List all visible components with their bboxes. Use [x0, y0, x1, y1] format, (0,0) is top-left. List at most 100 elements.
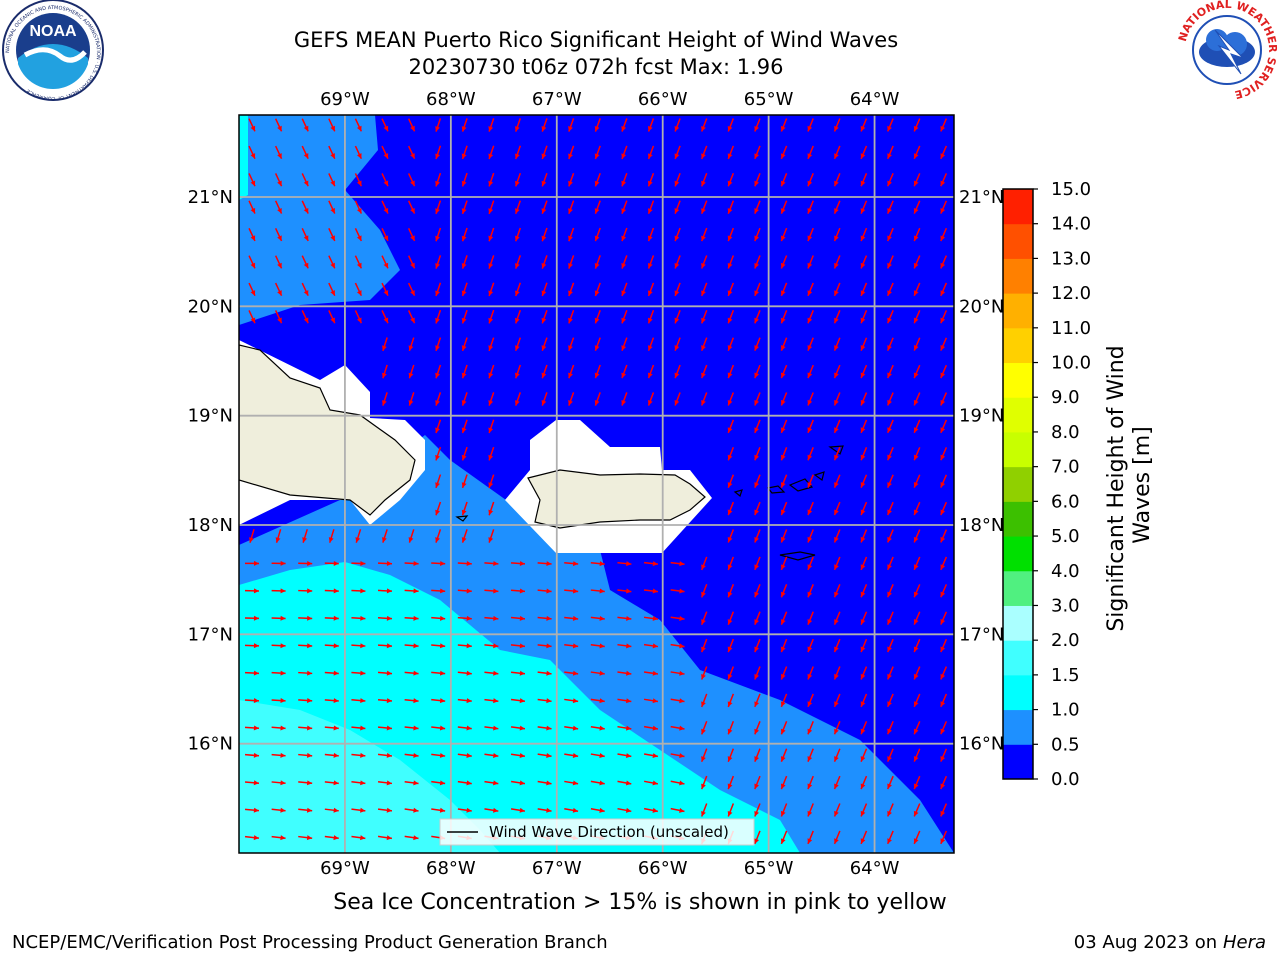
wave-direction-arrow: [408, 337, 415, 352]
wave-direction-arrow: [382, 392, 388, 406]
wave-direction-arrow: [514, 337, 522, 352]
wave-direction-arrow: [510, 753, 526, 758]
wave-direction-arrow: [274, 255, 283, 269]
wave-direction-arrow: [274, 200, 283, 214]
wave-direction-arrow: [594, 255, 601, 269]
wave-direction-arrow: [324, 807, 339, 813]
wave-direction-arrow: [807, 337, 814, 351]
colorbar-tick-label: 4.0: [1051, 561, 1080, 582]
wave-direction-arrow: [643, 753, 659, 759]
lat-label: 21°N: [188, 187, 233, 208]
wave-direction-arrow: [377, 725, 393, 731]
wave-direction-arrow: [301, 118, 309, 132]
wave-direction-arrow: [913, 748, 921, 762]
wave-direction-arrow: [833, 364, 841, 379]
wave-direction-arrow: [514, 364, 522, 379]
wave-direction-arrow: [351, 780, 366, 786]
wave-direction-arrow: [727, 638, 735, 653]
colorbar-segment: [1003, 397, 1033, 433]
wave-direction-arrow: [940, 337, 948, 351]
wave-direction-arrow: [461, 227, 468, 242]
wave-direction-arrow: [913, 118, 921, 132]
wave-direction-arrow: [700, 227, 708, 242]
wave-direction-arrow: [754, 200, 761, 214]
colorbar: 0.0 0.5 1.0 1.5 2.0 3.0 4.0 5.0 6.0 7.0 8.0 9.0 10.0…: [1002, 179, 1091, 790]
wave-direction-arrow: [404, 725, 419, 731]
wave-direction-arrow: [807, 611, 814, 625]
wave-direction-arrow: [913, 693, 921, 708]
wave-direction-arrow: [435, 118, 442, 132]
wave-direction-arrow: [727, 282, 735, 297]
wave-direction-arrow: [617, 780, 632, 786]
wave-direction-arrow: [354, 200, 363, 214]
wave-direction-arrow: [568, 337, 575, 352]
colorbar-tick-label: 1.5: [1051, 665, 1080, 686]
wave-direction-arrow: [807, 529, 814, 543]
wave-direction-arrow: [590, 643, 605, 649]
wave-direction-arrow: [780, 255, 788, 269]
wave-direction-arrow: [886, 611, 894, 625]
wave-direction-arrow: [860, 748, 868, 762]
wave-direction-arrow: [324, 725, 339, 731]
wave-direction-arrow: [886, 419, 894, 434]
wave-direction-arrow: [833, 255, 841, 269]
wave-direction-arrow: [461, 145, 468, 160]
noaa-logo-text: NOAA: [29, 23, 77, 40]
wave-direction-arrow: [913, 775, 921, 790]
wave-direction-arrow: [674, 255, 681, 269]
wave-direction-arrow: [860, 666, 868, 680]
wave-direction-arrow: [301, 145, 309, 160]
wave-direction-arrow: [302, 529, 308, 543]
wave-direction-arrow: [940, 310, 948, 324]
wave-direction-arrow: [564, 698, 579, 704]
wave-direction-arrow: [727, 447, 735, 461]
wave-direction-arrow: [860, 310, 868, 324]
wave-direction-arrow: [488, 200, 495, 215]
wave-direction-arrow: [754, 693, 761, 708]
wave-direction-arrow: [274, 282, 283, 297]
wave-direction-arrow: [590, 780, 605, 786]
wave-direction-arrow: [351, 670, 366, 676]
wave-direction-arrow: [940, 584, 948, 598]
wave-direction-arrow: [860, 693, 868, 708]
wave-direction-arrow: [700, 666, 708, 680]
wave-direction-arrow: [248, 282, 256, 297]
wave-direction-arrow: [940, 392, 948, 406]
wave-direction-arrow: [727, 556, 735, 571]
wave-direction-arrow: [647, 364, 655, 379]
wave-direction-arrow: [860, 392, 868, 406]
wave-direction-arrow: [298, 698, 313, 704]
wave-direction-arrow: [298, 725, 313, 731]
wave-direction-arrow: [435, 227, 442, 242]
wave-direction-arrow: [248, 145, 256, 160]
wave-direction-arrow: [780, 556, 788, 571]
wave-direction-arrow: [301, 310, 309, 324]
wave-direction-arrow: [488, 529, 495, 543]
wave-direction-arrow: [324, 835, 339, 841]
wave-direction-arrow: [860, 447, 868, 461]
lat-label: 19°N: [959, 406, 1004, 427]
wave-direction-arrow: [461, 282, 468, 297]
colorbar-tick-label: 0.5: [1051, 734, 1080, 755]
wave-direction-arrow: [754, 721, 761, 735]
wave-direction-arrow: [780, 693, 788, 708]
virgin-islands: [455, 445, 844, 561]
wave-direction-arrow: [457, 807, 472, 813]
wave-direction-arrow: [404, 670, 419, 676]
lat-label: 16°N: [188, 734, 233, 755]
lat-labels-right: 21°N 20°N 19°N 18°N 17°N 16°N: [959, 187, 1004, 755]
wave-direction-arrow: [700, 392, 708, 406]
colorbar-segment: [1003, 744, 1033, 780]
wave-direction-arrow: [940, 611, 948, 625]
wave-direction-arrow: [568, 118, 575, 132]
wave-direction-arrow: [617, 588, 632, 594]
wave-direction-arrow: [621, 364, 628, 379]
wave-direction-arrow: [833, 310, 841, 324]
wave-direction-arrow: [727, 173, 735, 187]
wave-direction-arrow: [807, 200, 814, 214]
wave-direction-arrow: [807, 255, 814, 269]
colorbar-segment: [1003, 327, 1033, 364]
wave-direction-arrow: [488, 172, 495, 187]
wave-direction-arrow: [940, 118, 948, 132]
wave-direction-arrow: [435, 392, 442, 406]
